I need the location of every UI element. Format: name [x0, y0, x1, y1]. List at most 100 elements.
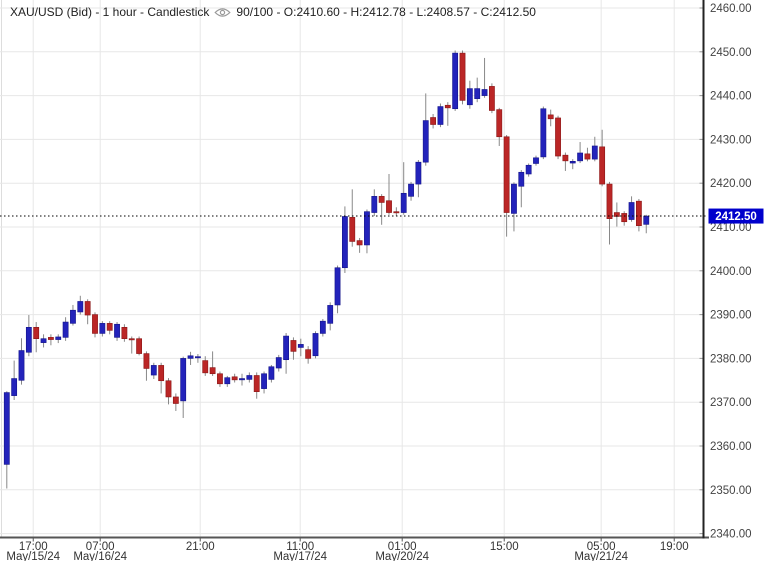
candle[interactable] [628, 196, 635, 222]
candle[interactable] [319, 318, 326, 337]
candle[interactable] [518, 170, 525, 208]
candle[interactable] [40, 334, 47, 348]
candle[interactable] [606, 181, 613, 245]
candle[interactable] [562, 152, 569, 171]
price-axis-label: 2430.00 [710, 134, 752, 146]
candle[interactable] [356, 237, 363, 253]
candle[interactable] [62, 317, 69, 341]
candle[interactable] [239, 373, 245, 386]
candle[interactable] [246, 372, 253, 383]
candle[interactable] [70, 304, 76, 326]
candle[interactable] [444, 102, 451, 126]
candle[interactable] [77, 295, 84, 315]
candle[interactable] [261, 371, 267, 394]
candle[interactable] [150, 362, 157, 379]
candle[interactable] [599, 129, 606, 187]
candle[interactable] [466, 80, 473, 109]
candle[interactable] [555, 115, 561, 160]
candle[interactable] [481, 57, 488, 98]
candle[interactable] [172, 393, 179, 411]
candle[interactable] [408, 181, 414, 201]
candle[interactable] [305, 346, 312, 364]
candle[interactable] [92, 312, 98, 338]
candle[interactable] [400, 162, 407, 215]
candle[interactable] [165, 378, 172, 405]
candle[interactable] [3, 391, 10, 489]
candle[interactable] [371, 189, 378, 217]
candle[interactable] [430, 113, 436, 129]
candle[interactable] [349, 189, 356, 247]
candle-body-up [40, 338, 47, 343]
candle[interactable] [224, 375, 231, 387]
candle[interactable] [55, 334, 62, 344]
candle[interactable] [106, 321, 113, 335]
candle[interactable] [437, 103, 444, 128]
candle[interactable] [33, 322, 40, 353]
candle-body-down [253, 375, 260, 392]
candle[interactable] [143, 351, 150, 381]
candle[interactable] [422, 93, 429, 166]
candle[interactable] [334, 265, 341, 314]
candle[interactable] [158, 362, 165, 394]
candle[interactable] [121, 324, 128, 342]
candle[interactable] [459, 50, 466, 105]
candle[interactable] [488, 83, 495, 114]
candle-body-up [569, 161, 576, 164]
candle[interactable] [511, 182, 517, 232]
candle[interactable] [180, 356, 187, 418]
candle[interactable] [268, 364, 275, 383]
candle[interactable] [187, 351, 194, 365]
candle[interactable] [195, 354, 201, 363]
candle-body-up [11, 378, 18, 396]
candle[interactable] [547, 109, 554, 127]
candle[interactable] [533, 155, 539, 166]
candle[interactable] [84, 299, 91, 325]
candle[interactable] [643, 214, 650, 234]
candle[interactable] [290, 337, 297, 360]
candle[interactable] [312, 331, 319, 359]
candle[interactable] [217, 371, 223, 387]
candle[interactable] [18, 338, 25, 385]
candle[interactable] [591, 136, 598, 162]
candle[interactable] [496, 107, 503, 146]
candle[interactable] [503, 135, 510, 237]
candle[interactable] [283, 332, 289, 374]
candle[interactable] [474, 77, 481, 103]
candle[interactable] [386, 174, 392, 215]
candle-body-up [268, 366, 275, 380]
candle[interactable] [540, 106, 547, 160]
price-axis-label: 2390.00 [710, 310, 752, 322]
candle[interactable] [577, 142, 583, 164]
candle-body-up [481, 89, 488, 96]
candle[interactable] [452, 50, 459, 111]
candle[interactable] [209, 351, 216, 376]
candle[interactable] [99, 321, 106, 337]
candle[interactable] [202, 356, 209, 376]
candle[interactable] [11, 360, 18, 401]
candle[interactable] [364, 209, 370, 254]
candle[interactable] [415, 159, 422, 198]
candle[interactable] [569, 159, 576, 170]
candle[interactable] [327, 302, 334, 331]
candle[interactable] [114, 322, 120, 341]
candle[interactable] [613, 202, 620, 227]
candle[interactable] [584, 147, 591, 162]
candle[interactable] [635, 198, 642, 232]
candle[interactable] [47, 334, 54, 346]
candle[interactable] [525, 163, 532, 177]
candle[interactable] [621, 211, 628, 226]
price-axis-label: 2400.00 [710, 266, 752, 278]
candle[interactable] [231, 373, 238, 383]
candle[interactable] [136, 336, 142, 356]
candle[interactable] [393, 207, 400, 217]
candle-body-down [621, 213, 628, 223]
candle[interactable] [378, 194, 385, 225]
candle[interactable] [253, 372, 260, 399]
candle[interactable] [128, 336, 135, 354]
candle-body-up [533, 157, 539, 164]
candle[interactable] [275, 354, 282, 372]
candle[interactable] [25, 315, 32, 357]
candle[interactable] [297, 338, 304, 357]
date-axis-label: May/15/24 [6, 551, 60, 561]
